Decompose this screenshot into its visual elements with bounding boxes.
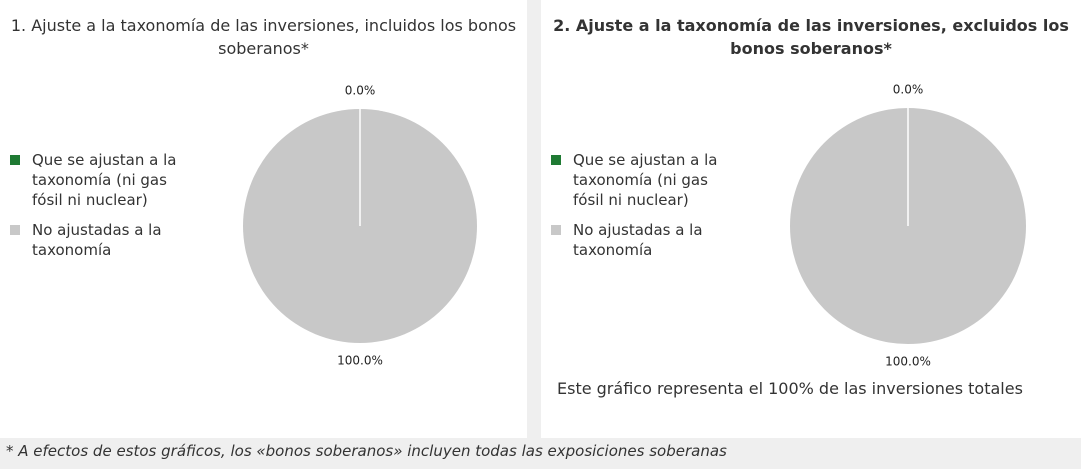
legend: Que se ajustan a la taxonomía (ni gas fó… [10,150,190,270]
data-label: 100.0% [885,355,931,369]
chart-panel: 1. Ajuste a la taxonomía de las inversio… [0,0,527,438]
chart-panel: 2. Ajuste a la taxonomía de las inversio… [541,0,1081,438]
legend-item: Que se ajustan a la taxonomía (ni gas fó… [10,150,190,210]
data-label: 0.0% [345,84,376,98]
pie-chart: 0.0% 100.0% [790,83,1026,369]
legend: Que se ajustan a la taxonomía (ni gas fó… [551,150,731,270]
legend-label: No ajustadas a la taxonomía [32,221,162,259]
legend-label: No ajustadas a la taxonomía [573,221,703,259]
legend-item: No ajustadas a la taxonomía [551,220,731,260]
legend-label: Que se ajustan a la taxonomía (ni gas fó… [32,151,177,209]
data-label: 100.0% [337,354,383,368]
legend-swatch [551,225,561,235]
chart-title: 2. Ajuste a la taxonomía de las inversio… [553,16,1069,58]
legend-item: No ajustadas a la taxonomía [10,220,190,260]
legend-swatch [10,155,20,165]
pie-chart: 0.0% 100.0% [243,84,477,368]
data-label: 0.0% [893,83,924,97]
note: Este gráfico representa el 100% de las i… [557,379,1023,398]
legend-item: Que se ajustan a la taxonomía (ni gas fó… [551,150,731,210]
legend-label: Que se ajustan a la taxonomía (ni gas fó… [573,151,718,209]
footnote: * A efectos de estos gráficos, los «bono… [6,442,727,460]
legend-swatch [10,225,20,235]
legend-swatch [551,155,561,165]
chart-title: 1. Ajuste a la taxonomía de las inversio… [10,16,517,58]
